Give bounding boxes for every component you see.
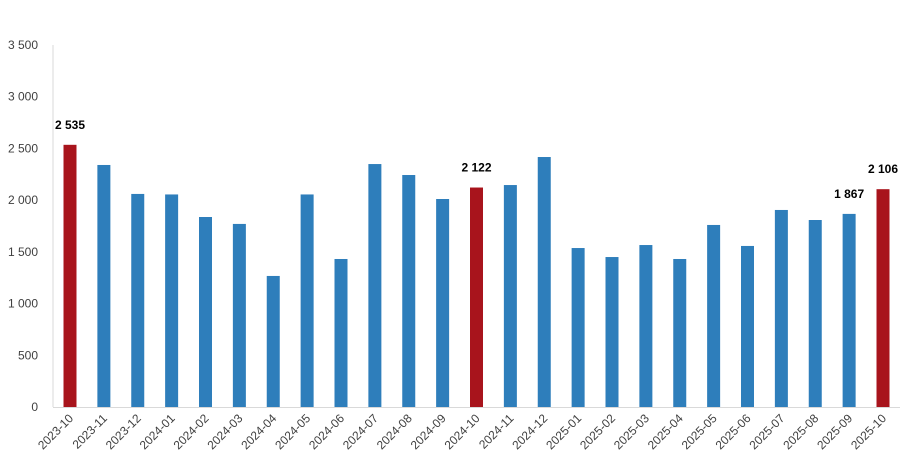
x-tick-label: 2025-06 xyxy=(713,411,754,452)
x-tick-label: 2024-01 xyxy=(137,411,178,452)
x-tick-label: 2025-01 xyxy=(543,411,584,452)
bar-2025-08 xyxy=(808,220,822,407)
x-tick-label: 2024-02 xyxy=(171,411,212,452)
bar-2024-11 xyxy=(503,185,517,407)
y-tick-label: 500 xyxy=(18,348,38,362)
x-tick-label: 2025-02 xyxy=(577,411,618,452)
bar-2024-01 xyxy=(165,194,179,407)
bar-2025-01 xyxy=(571,248,585,407)
x-tick-label: 2024-03 xyxy=(204,411,245,452)
x-tick-label: 2024-09 xyxy=(408,411,449,452)
x-tick-label: 2025-07 xyxy=(746,411,787,452)
x-tick-label: 2023-12 xyxy=(103,411,144,452)
data-label-2024-10: 2 122 xyxy=(461,161,491,175)
data-label-2025-10: 2 106 xyxy=(868,162,898,176)
x-tick-label: 2023-10 xyxy=(35,411,76,452)
bar-2025-02 xyxy=(605,257,619,407)
bar-2025-07 xyxy=(774,209,788,407)
bar-2024-03 xyxy=(232,223,246,407)
bar-2023-11 xyxy=(97,164,111,407)
data-label-2025-09: 1 867 xyxy=(834,187,864,201)
x-tick-label: 2024-10 xyxy=(442,411,483,452)
bar-2025-04 xyxy=(673,258,687,407)
x-tick-label: 2024-05 xyxy=(272,411,313,452)
x-tick-label: 2025-04 xyxy=(645,411,686,452)
bar-2025-10 xyxy=(876,189,890,407)
y-tick-label: 1 500 xyxy=(8,245,38,259)
x-tick-label: 2024-04 xyxy=(238,411,279,452)
x-tick-label: 2025-09 xyxy=(814,411,855,452)
x-tick-label: 2024-11 xyxy=(476,411,517,452)
bar-2024-08 xyxy=(402,175,416,407)
y-tick-label: 2 500 xyxy=(8,141,38,155)
y-axis: 0 500 1 000 1 500 2 000 2 500 3 000 3 500 xyxy=(8,38,54,414)
bar-2024-12 xyxy=(537,157,551,407)
x-tick-label: 2025-08 xyxy=(780,411,821,452)
bar-2024-06 xyxy=(334,258,348,407)
bar-2024-09 xyxy=(436,199,450,407)
x-tick-label: 2025-03 xyxy=(611,411,652,452)
data-labels: 2 535 2 122 1 867 2 106 xyxy=(55,118,898,201)
bar-2025-09 xyxy=(842,213,856,407)
x-tick-label: 2023-11 xyxy=(70,411,111,452)
y-tick-label: 2 000 xyxy=(8,193,38,207)
x-tick-label: 2024-06 xyxy=(306,411,347,452)
x-tick-label: 2024-08 xyxy=(374,411,415,452)
bar-2025-06 xyxy=(741,245,754,407)
bar-2024-04 xyxy=(266,275,280,407)
y-tick-label: 3 500 xyxy=(8,38,38,52)
bar-2023-10 xyxy=(63,144,77,407)
x-tick-label: 2024-07 xyxy=(340,411,381,452)
bar-2024-10 xyxy=(470,187,483,407)
bars xyxy=(63,144,890,407)
bar-2025-05 xyxy=(707,224,721,407)
y-tick-label: 0 xyxy=(31,400,38,414)
x-axis: 2023-102023-112023-122024-012024-022024-… xyxy=(35,407,900,452)
bar-2024-02 xyxy=(199,217,212,407)
x-tick-label: 2025-05 xyxy=(679,411,720,452)
y-tick-label: 1 000 xyxy=(8,297,38,311)
y-tick-label: 3 000 xyxy=(8,90,38,104)
x-tick-label: 2024-12 xyxy=(509,411,550,452)
bar-2024-05 xyxy=(300,194,314,407)
data-label-2023-10: 2 535 xyxy=(55,118,85,132)
bar-2023-12 xyxy=(131,193,145,407)
x-tick-label: 2025-10 xyxy=(848,411,889,452)
bar-2025-03 xyxy=(639,245,653,407)
bar-2024-07 xyxy=(368,164,382,407)
